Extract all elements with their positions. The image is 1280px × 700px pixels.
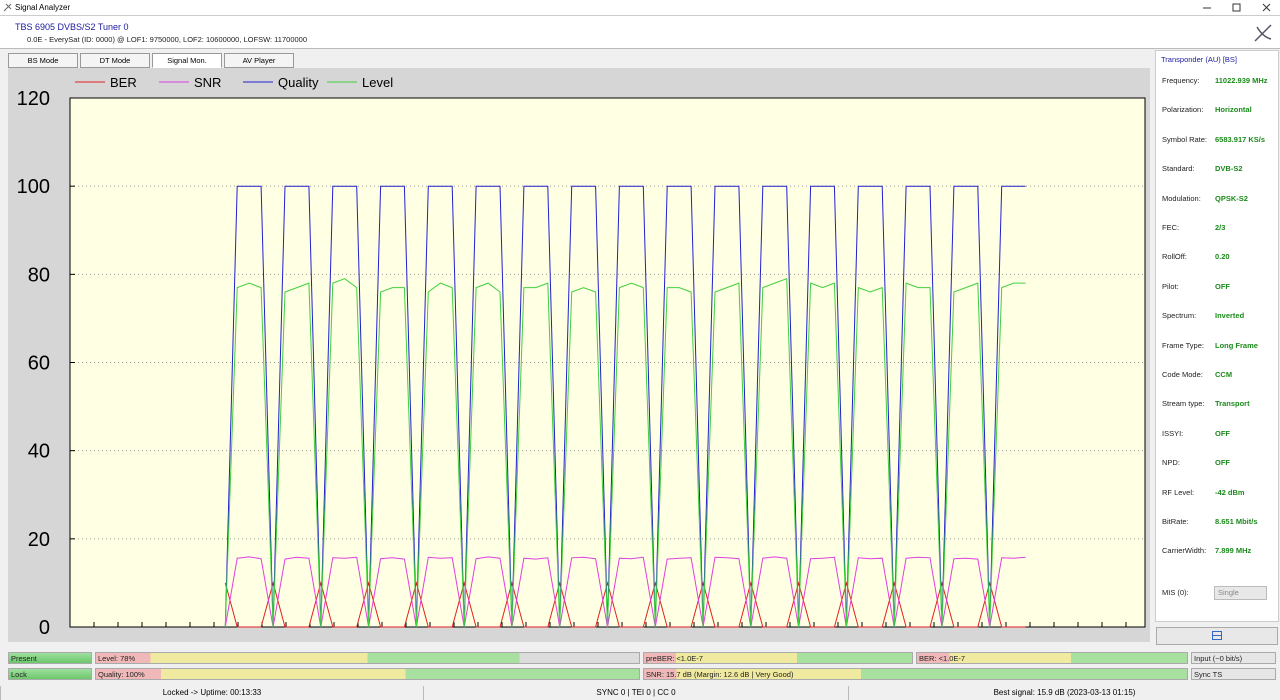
- field-label: Spectrum:: [1162, 311, 1197, 321]
- y-tick-label: 120: [17, 88, 50, 110]
- title-bar: Signal Analyzer: [0, 0, 1280, 16]
- series-line: [224, 185, 1026, 628]
- footer-text: SYNC 0 | TEI 0 | CC 0: [423, 686, 848, 700]
- tuner-subtitle: 0.0E - EverySat (ID: 0000) @ LOF1: 97500…: [27, 35, 307, 44]
- tab[interactable]: DT Mode: [80, 53, 150, 68]
- transponder-panel: Transponder (AU) [BS] MIS (0): Single Fr…: [1155, 50, 1279, 622]
- status-cell: Level: 78%: [95, 652, 640, 664]
- window-controls[interactable]: [1190, 0, 1280, 15]
- tab[interactable]: AV Player: [224, 53, 294, 68]
- field-value: QPSK-S2: [1215, 193, 1248, 203]
- field-value: 7.899 MHz: [1215, 546, 1252, 556]
- y-tick-label: 80: [28, 264, 50, 286]
- field-value: 8.651 Mbit/s: [1215, 517, 1258, 526]
- field-value: -42 dBm: [1215, 487, 1245, 497]
- mis-select[interactable]: Single: [1214, 586, 1267, 600]
- plot-area: [70, 98, 1145, 627]
- dish-icon: [1254, 24, 1272, 42]
- y-tick-label: 20: [28, 529, 50, 551]
- field-value: Long Frame: [1215, 340, 1258, 350]
- field-value: 2/3: [1215, 223, 1226, 232]
- field-label: ISSYI:: [1162, 428, 1184, 438]
- field-value: DVB-S2: [1215, 164, 1243, 174]
- status-cell: SNR: 15.7 dB (Margin: 12.6 dB | Very Goo…: [643, 668, 1188, 680]
- y-tick-label: 100: [17, 176, 50, 198]
- field-label: Symbol Rate:: [1162, 134, 1208, 144]
- panel-button[interactable]: [1156, 627, 1278, 645]
- status-cell: preBER: <1.0E-7: [643, 652, 913, 664]
- series-line: [224, 277, 1026, 628]
- button-icon: [1212, 631, 1222, 640]
- series-line: [224, 556, 1026, 628]
- header: TBS 6905 DVBS/S2 Tuner 0 0.0E - EverySat…: [0, 16, 1280, 49]
- panel-title: Transponder (AU) [BS]: [1161, 55, 1237, 64]
- field-label: Polarization:: [1162, 105, 1204, 115]
- field-value: Transport: [1215, 399, 1250, 409]
- tab[interactable]: Signal Mon.: [152, 53, 222, 68]
- tab[interactable]: BS Mode: [8, 53, 78, 68]
- field-label: Stream type:: [1162, 399, 1205, 409]
- field-label: Code Mode:: [1162, 370, 1203, 379]
- field-label: Pilot:: [1162, 281, 1179, 291]
- field-label: RF Level:: [1162, 487, 1195, 497]
- legend-label: Quality: [278, 75, 319, 90]
- field-label: NPD:: [1162, 458, 1180, 468]
- field-label: Modulation:: [1162, 193, 1201, 203]
- status-cell: Sync TS: [1191, 668, 1276, 680]
- status-cell: Present: [8, 652, 92, 664]
- status-cell: Quality: 100%: [95, 668, 640, 680]
- field-value: Horizontal: [1215, 105, 1252, 115]
- field-label: Frequency:: [1162, 76, 1200, 85]
- tuner-title: TBS 6905 DVBS/S2 Tuner 0: [15, 22, 129, 32]
- field-label: Standard:: [1162, 164, 1195, 174]
- y-tick-label: 60: [28, 353, 50, 375]
- field-label: FEC:: [1162, 223, 1180, 232]
- y-tick-label: 0: [39, 617, 50, 639]
- footer-text: Best signal: 15.9 dB (2023-03-13 01:15): [848, 686, 1280, 700]
- mis-label: MIS (0):: [1162, 588, 1189, 597]
- status-cell: Input (~0 bit/s): [1191, 652, 1276, 664]
- field-label: CarrierWidth:: [1162, 546, 1207, 556]
- field-value: OFF: [1215, 458, 1230, 468]
- chart: 0 20 40 60 80 100 120 BER SNR Quality Level: [8, 68, 1150, 642]
- field-value: 0.20: [1215, 252, 1230, 262]
- legend-label: Level: [362, 75, 393, 90]
- field-value: 6583.917 KS/s: [1215, 134, 1266, 144]
- field-value: OFF: [1215, 428, 1230, 438]
- field-value: CCM: [1215, 370, 1233, 379]
- footer-text: Locked -> Uptime: 00:13:33: [0, 686, 423, 700]
- field-label: Frame Type:: [1162, 340, 1204, 350]
- window-title: Signal Analyzer: [15, 3, 71, 12]
- legend-label: SNR: [194, 75, 221, 90]
- field-value: OFF: [1215, 281, 1230, 291]
- series-line: [224, 580, 1026, 628]
- status-cell: BER: <1.0E-7: [916, 652, 1188, 664]
- status-cell: Lock: [8, 668, 92, 680]
- field-value: Inverted: [1215, 311, 1245, 321]
- field-label: RollOff:: [1162, 252, 1187, 262]
- field-value: 11022.939 MHz: [1215, 76, 1268, 85]
- y-tick-label: 40: [28, 441, 50, 463]
- legend-label: BER: [110, 75, 137, 90]
- app-icon: [3, 3, 12, 12]
- field-label: BitRate:: [1162, 517, 1189, 526]
